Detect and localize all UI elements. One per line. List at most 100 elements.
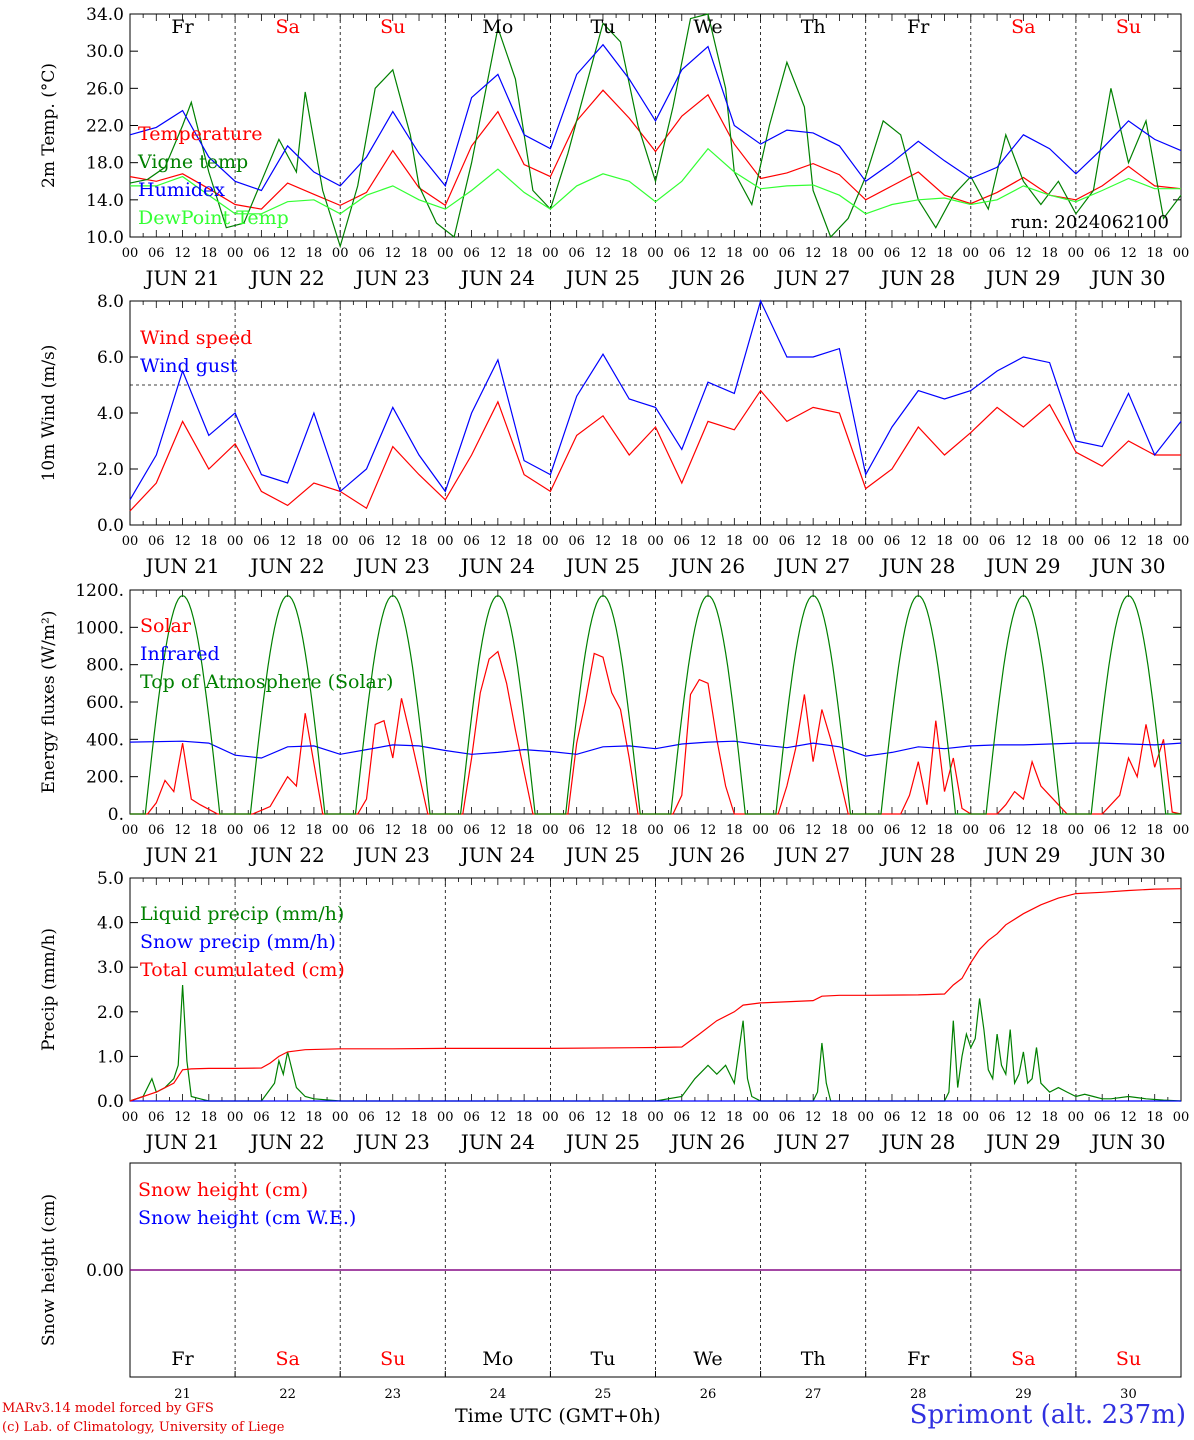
hour-label: 00: [542, 1110, 559, 1125]
hour-label: 18: [306, 823, 323, 838]
date-label: JUN 30: [1089, 554, 1165, 578]
hour-label: 12: [1015, 534, 1032, 549]
hour-label: 12: [910, 534, 927, 549]
hour-label: 18: [621, 246, 638, 261]
date-label: JUN 24: [459, 1130, 535, 1154]
model-credit: MARv3.14 model forced by GFS: [2, 1401, 214, 1416]
date-label: JUN 21: [143, 1130, 219, 1154]
time-axis-title: Time UTC (GMT+0h): [455, 1405, 661, 1427]
panel-snow: 0.00 Snow height (cm) Snow height (cm) Snow…: [39, 1162, 1182, 1378]
day-number-label: 23: [384, 1387, 401, 1402]
hour-label: 18: [621, 534, 638, 549]
series-line-dewpoint-temp: [130, 147, 1181, 215]
plot-frame: [129, 589, 1182, 815]
hour-label: 00: [437, 246, 454, 261]
hour-label: 06: [253, 823, 270, 838]
legend-entry: Temperature: [138, 123, 262, 145]
date-label: JUN 25: [564, 843, 640, 867]
hour-label: 18: [726, 246, 743, 261]
hour-label: 12: [384, 534, 401, 549]
hour-label: 00: [647, 246, 664, 261]
hour-label: 00: [752, 246, 769, 261]
hour-label: 18: [411, 534, 428, 549]
legend-entry: Total cumulated (cm): [140, 959, 345, 981]
hour-label: 12: [700, 823, 717, 838]
weekday-label: Th: [801, 1348, 826, 1370]
date-label: JUN 27: [774, 554, 850, 578]
hour-label: 06: [779, 534, 796, 549]
legend-entry: Snow precip (mm/h): [140, 931, 336, 953]
hour-label: 12: [1120, 823, 1137, 838]
hour-label: 00: [857, 246, 874, 261]
y-axis-label: Snow height (cm): [39, 1194, 59, 1346]
hour-label: 12: [700, 534, 717, 549]
hour-label: 06: [148, 534, 165, 549]
hour-label: 18: [1041, 246, 1058, 261]
hour-label: 18: [936, 534, 953, 549]
day-number-label: 26: [700, 1387, 717, 1402]
date-label: JUN 29: [984, 1130, 1060, 1154]
hour-label: 18: [1146, 1110, 1163, 1125]
hour-label: 12: [279, 1110, 296, 1125]
hour-label: 00: [122, 534, 139, 549]
hour-label: 12: [490, 534, 507, 549]
hour-label: 18: [516, 246, 533, 261]
y-tick-label: 600.: [86, 693, 124, 713]
hour-label: 18: [726, 1110, 743, 1125]
hour-label: 00: [1068, 823, 1085, 838]
hour-label: 18: [306, 534, 323, 549]
hour-label: 12: [1120, 1110, 1137, 1125]
hour-label: 18: [201, 534, 218, 549]
weekday-label: Fr: [907, 1348, 930, 1370]
hour-label: 18: [1041, 823, 1058, 838]
hour-label: 06: [674, 534, 691, 549]
hour-label: 18: [1041, 534, 1058, 549]
hour-label: 18: [516, 823, 533, 838]
weekday-label: Su: [380, 1348, 405, 1370]
y-tick-label: 34.0: [86, 5, 124, 25]
hour-label: 06: [1094, 1110, 1111, 1125]
hour-label: 06: [1094, 246, 1111, 261]
hour-label: 18: [411, 1110, 428, 1125]
date-label: JUN 26: [669, 1130, 745, 1154]
hour-label: 12: [700, 246, 717, 261]
hour-label: 06: [1094, 534, 1111, 549]
hour-label: 00: [1173, 823, 1190, 838]
y-tick-label: 6.0: [97, 348, 124, 368]
hour-label: 06: [358, 246, 375, 261]
hour-label: 06: [884, 246, 901, 261]
day-number-label: 21: [174, 1387, 191, 1402]
series-line-vigne-temp: [129, 13, 1182, 249]
hour-label: 06: [253, 246, 270, 261]
hour-label: 18: [516, 1110, 533, 1125]
hour-label: 12: [1120, 534, 1137, 549]
panel-wind: 0.0 2.0 4.0 6.0 8.0 10m Wind (m/s) Wind speed W…: [39, 292, 1189, 578]
hour-label: 12: [595, 246, 612, 261]
hour-label: 00: [963, 1110, 980, 1125]
hour-label: 00: [647, 823, 664, 838]
hour-label: 06: [989, 823, 1006, 838]
hour-label: 06: [148, 823, 165, 838]
legend-entry: Liquid precip (mm/h): [140, 903, 344, 925]
hour-label: 00: [437, 534, 454, 549]
hour-label: 00: [857, 1110, 874, 1125]
hour-label: 06: [463, 534, 480, 549]
date-label: JUN 21: [143, 266, 219, 290]
weekday-label: Mo: [482, 16, 513, 38]
y-axis-label: Precip (mm/h): [39, 928, 59, 1051]
hour-label: 06: [674, 246, 691, 261]
y-tick-label: 0.: [108, 805, 124, 825]
date-label: JUN 28: [879, 554, 955, 578]
date-label: JUN 27: [774, 843, 850, 867]
hour-label: 00: [1068, 246, 1085, 261]
weekday-label: Su: [1116, 1348, 1141, 1370]
date-label: JUN 28: [879, 266, 955, 290]
legend-entry: DewPoint Temp: [138, 207, 289, 229]
hour-label: 18: [306, 246, 323, 261]
y-tick-label: 1200.: [75, 581, 124, 601]
hour-label: 00: [752, 534, 769, 549]
plot-frame: [129, 13, 1182, 238]
y-axis-label: Energy fluxes (W/m²): [39, 611, 59, 794]
legend-entry: Snow height (cm W.E.): [138, 1207, 356, 1229]
